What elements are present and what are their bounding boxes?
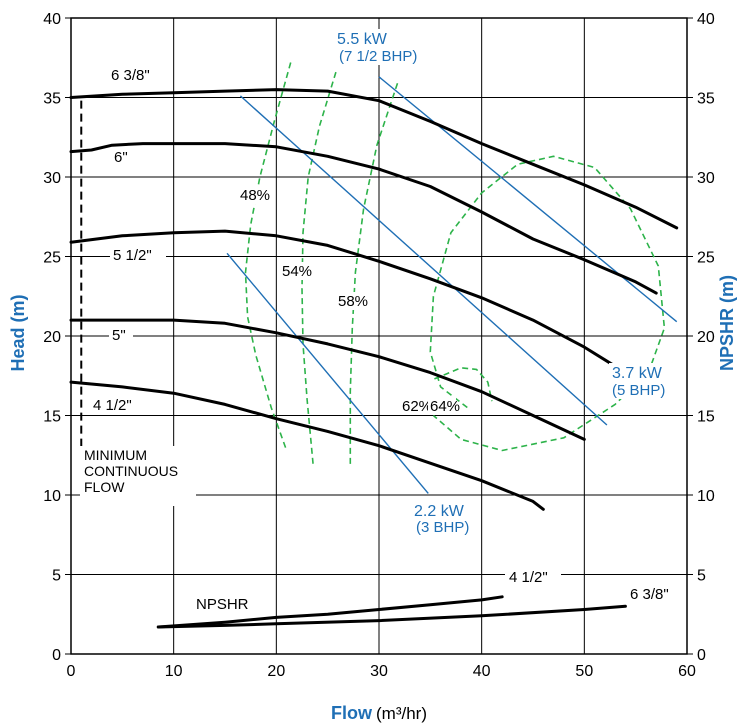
head-curve (69, 380, 545, 511)
y-axis-title-left: Head (m) (8, 294, 28, 371)
power-line (239, 95, 608, 426)
power-sublabel: (3 BHP) (416, 519, 469, 536)
label-background (609, 363, 671, 399)
y-tick-label-right: 35 (697, 91, 715, 108)
impeller-diameter-label: 5 1/2" (113, 247, 152, 264)
y-tick-label-left: 5 (52, 568, 61, 585)
y-tick-label-left: 20 (43, 329, 61, 346)
efficiency-contour (429, 155, 666, 452)
min-flow-label: CONTINUOUS (84, 463, 178, 479)
min-flow-label: MINIMUM (84, 447, 147, 463)
y-tick-label-right: 20 (697, 329, 715, 346)
head-curve (69, 229, 617, 368)
plot-frame (70, 17, 688, 655)
power-sublabel: (5 BHP) (612, 382, 665, 399)
efficiency-label: 64% (430, 398, 460, 415)
head-curve (69, 142, 658, 295)
y-tick-label-right: 5 (697, 568, 706, 585)
label-background (334, 29, 428, 65)
x-tick-label: 20 (267, 663, 285, 680)
label-background (400, 397, 428, 415)
impeller-diameter-label: 6 3/8" (111, 67, 150, 84)
efficiency-contour (244, 62, 292, 451)
label-background (90, 396, 146, 415)
y-axis-title-right: NPSHR (m) (717, 275, 737, 371)
efficiency-contour (349, 82, 399, 465)
efficiency-contours (244, 62, 666, 467)
head-curve (69, 88, 679, 230)
y-tick-label-left: 30 (43, 170, 61, 187)
grid-lines (65, 17, 693, 655)
npshr-curve (156, 604, 627, 629)
efficiency-contour (301, 71, 337, 467)
head-curves (69, 88, 679, 511)
label-background (280, 262, 308, 280)
efficiency-contour (434, 367, 493, 402)
y-tick-label-right: 25 (697, 250, 715, 267)
y-tick-label-left: 15 (43, 409, 61, 426)
npshr-curve (156, 595, 504, 629)
x-tick-label: 30 (370, 663, 388, 680)
y-tick-label-right: 15 (697, 409, 715, 426)
y-tick-label-right: 0 (697, 647, 706, 664)
efficiency-label: 58% (338, 293, 368, 310)
npshr-curves (156, 595, 627, 629)
x-tick-label: 40 (473, 663, 491, 680)
x-tick-label: 50 (575, 663, 593, 680)
power-sublabel: (7 1/2 BHP) (339, 48, 417, 65)
label-background (428, 397, 456, 415)
label-background (111, 148, 135, 167)
npshr-diameter-label: 4 1/2" (509, 569, 548, 586)
y-tick-label-right: 10 (697, 488, 715, 505)
chart-annotations: 6 3/8" 6" 5 1/2" 5" 4 1/2" 48% 54% 58% 62%64% 2.2… (80, 29, 682, 613)
label-background (505, 567, 561, 586)
x-tick-label: 60 (678, 663, 696, 680)
power-label: 2.2 kW (414, 503, 465, 520)
label-background (336, 292, 364, 310)
label-background (110, 246, 166, 265)
efficiency-label: 48% (240, 187, 270, 204)
impeller-diameter-label: 4 1/2" (93, 397, 132, 414)
x-axis-unit: (m³/hr) (376, 704, 427, 723)
y-tick-label-left: 35 (43, 91, 61, 108)
x-tick-label: 10 (165, 663, 183, 680)
y-tick-label-left: 40 (43, 11, 61, 28)
power-label: 3.7 kW (612, 365, 663, 382)
label-background (238, 186, 266, 204)
label-background (109, 326, 133, 345)
y-tick-label-right: 40 (697, 11, 715, 28)
efficiency-label: 54% (282, 263, 312, 280)
label-background (626, 584, 682, 603)
power-line (378, 76, 678, 323)
y-tick-label-left: 25 (43, 250, 61, 267)
label-background (108, 66, 164, 85)
y-tick-label-right: 30 (697, 170, 715, 187)
y-tick-label-left: 10 (43, 488, 61, 505)
label-background (80, 446, 196, 506)
efficiency-label: 62% (402, 398, 432, 415)
power-line (226, 252, 429, 494)
label-background (411, 501, 473, 537)
x-axis-title: Flow (331, 703, 373, 723)
x-tick-label: 0 (67, 663, 76, 680)
min-flow-label: FLOW (84, 479, 125, 495)
head-curve (69, 318, 586, 441)
y-tick-label-left: 0 (52, 647, 61, 664)
impeller-diameter-label: 6" (114, 149, 128, 166)
impeller-diameter-label: 5" (112, 327, 126, 344)
npshr-label: NPSHR (196, 596, 249, 613)
power-label: 5.5 kW (337, 31, 388, 48)
npshr-diameter-label: 6 3/8" (630, 586, 669, 603)
